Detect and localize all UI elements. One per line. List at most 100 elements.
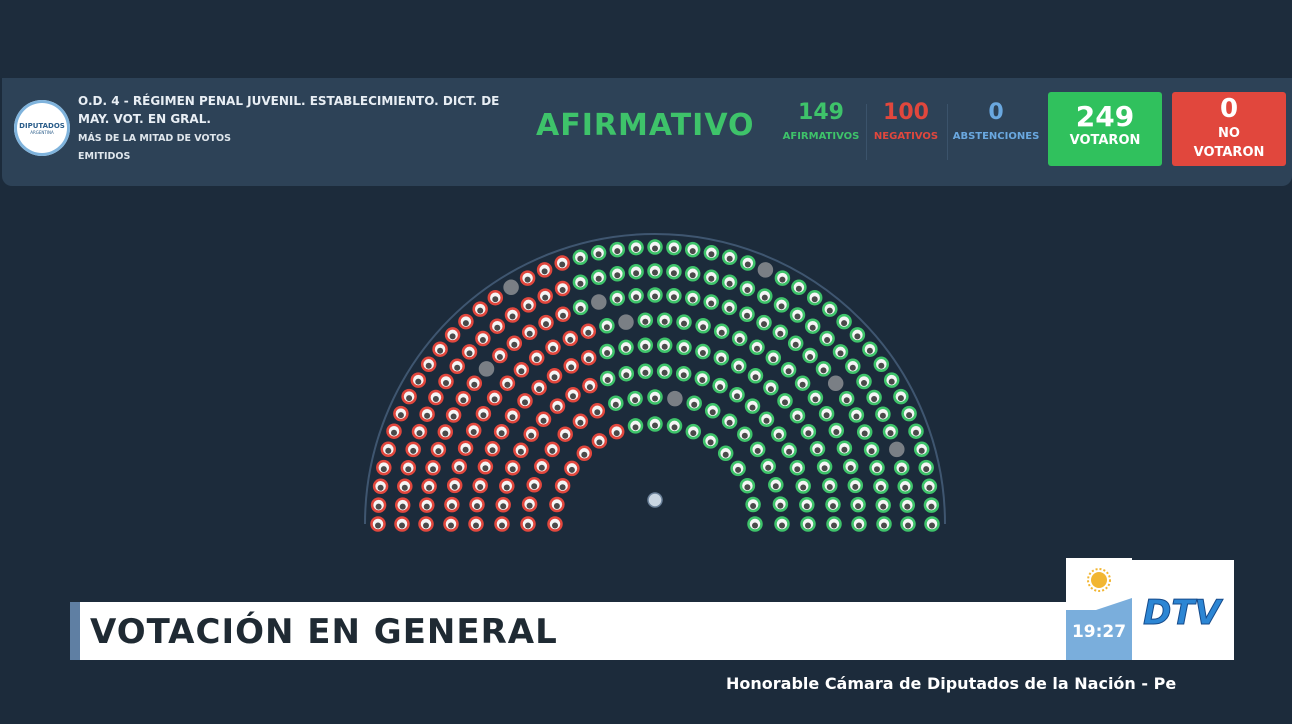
seat-photo	[878, 362, 885, 369]
seat-photo	[391, 429, 397, 436]
seat-photo	[375, 503, 382, 510]
seat-photo	[779, 276, 786, 283]
seat-photo	[542, 294, 549, 301]
seat-photo	[577, 255, 584, 262]
seat-photo	[726, 305, 733, 312]
seat-photo	[632, 424, 639, 431]
seat-photo	[423, 503, 430, 510]
diputados-logo: DIPUTADOS ARGENTINA	[14, 100, 70, 156]
not-voted-label-line2: VOTARON	[1193, 145, 1265, 160]
voted-box: 249 VOTARON	[1048, 92, 1162, 166]
seat-photo	[596, 439, 603, 446]
lower-third-text: VOTACIÓN EN GENERAL	[90, 612, 558, 652]
seat-photo	[480, 412, 487, 419]
seat-photo	[866, 347, 873, 354]
seat-photo	[928, 503, 935, 510]
seat-photo	[765, 464, 772, 471]
seat-photo	[511, 341, 518, 348]
chamber-outline	[364, 233, 946, 525]
seat-photo	[612, 401, 619, 408]
seat-photo	[877, 484, 884, 491]
seat-photo	[902, 484, 909, 491]
seat-photo	[849, 364, 856, 371]
seat-photo	[709, 409, 716, 416]
seat-photo	[443, 380, 449, 386]
seat-photo	[652, 422, 658, 429]
seat-photo	[405, 466, 412, 473]
seat-photo	[881, 522, 887, 529]
seat-photo	[775, 432, 782, 439]
seat-photo	[722, 451, 729, 458]
seat-photo	[559, 261, 566, 268]
vote-header: DIPUTADOS ARGENTINA O.D. 4 - RÉGIMEN PEN…	[2, 78, 1292, 186]
seat-photo	[898, 466, 905, 473]
seat-photo	[471, 381, 478, 388]
dtv-logo: DTV	[1132, 560, 1234, 660]
seat-photo	[568, 364, 575, 371]
seat-photo	[794, 313, 801, 320]
seat-photo	[754, 447, 761, 454]
seat-photo	[700, 324, 707, 331]
seat-photo	[805, 430, 812, 437]
seat-photo	[432, 396, 439, 402]
seat-photo	[782, 399, 788, 406]
seat-photo	[856, 522, 862, 529]
dtv-logo-text: DTV	[1143, 593, 1223, 633]
seat-photo	[778, 303, 785, 310]
negative-number: 100	[883, 100, 929, 125]
seat-photo	[929, 522, 935, 529]
seat-photo	[416, 430, 423, 437]
abstention-label: ABSTENCIONES	[952, 131, 1040, 142]
seat-photo	[823, 412, 830, 419]
seat-photo	[500, 503, 507, 510]
seat-photo	[551, 374, 558, 381]
seat-photo	[415, 378, 422, 385]
seat-photo	[594, 409, 601, 416]
seat-photo	[841, 320, 848, 327]
seat-photo	[926, 484, 933, 491]
seat-photo	[448, 503, 455, 510]
seat-photo	[517, 448, 524, 455]
seat-photo	[852, 483, 859, 490]
seat-photo	[526, 330, 533, 337]
seat-photo	[652, 293, 658, 300]
seat-photo	[861, 380, 867, 386]
seat-photo	[581, 451, 588, 458]
seat-photo	[854, 333, 861, 340]
seat-photo	[559, 287, 566, 293]
seat-photo	[536, 386, 543, 393]
seat-photo	[800, 484, 807, 491]
seat-photo	[642, 318, 649, 325]
seat-photo	[689, 248, 696, 255]
seat-photo	[744, 287, 751, 293]
seat-photo	[477, 484, 484, 490]
seat-photo	[708, 275, 715, 282]
affirmative-count: 149 AFIRMATIVOS	[782, 100, 860, 142]
seat-photo	[595, 275, 602, 282]
seat-photo	[824, 337, 831, 343]
seat-photo	[794, 414, 801, 421]
seat-photo	[689, 296, 696, 303]
logo-line2: ARGENTINA	[30, 129, 54, 135]
seat-photo	[585, 356, 592, 363]
seat-photo	[435, 448, 442, 455]
seat-photo	[559, 484, 566, 491]
seat-photo	[509, 466, 516, 473]
affirmative-label: AFIRMATIVOS	[782, 131, 860, 142]
seat-photo	[462, 446, 469, 453]
seat-photo	[642, 369, 649, 376]
seat-photo	[831, 522, 837, 529]
seat-photo	[595, 251, 602, 258]
seat-photo	[661, 369, 668, 376]
seat-photo	[750, 503, 757, 509]
seat-photo	[399, 522, 405, 529]
seat-photo	[699, 377, 706, 383]
seat-photo	[767, 386, 774, 393]
seat-photo	[633, 270, 640, 277]
seat-photo	[614, 272, 621, 279]
chamber-seat-map	[364, 233, 946, 532]
seat-photo	[424, 412, 431, 419]
seat-absent	[667, 390, 683, 407]
seat-photo	[785, 368, 792, 375]
seat-photo	[585, 329, 592, 336]
